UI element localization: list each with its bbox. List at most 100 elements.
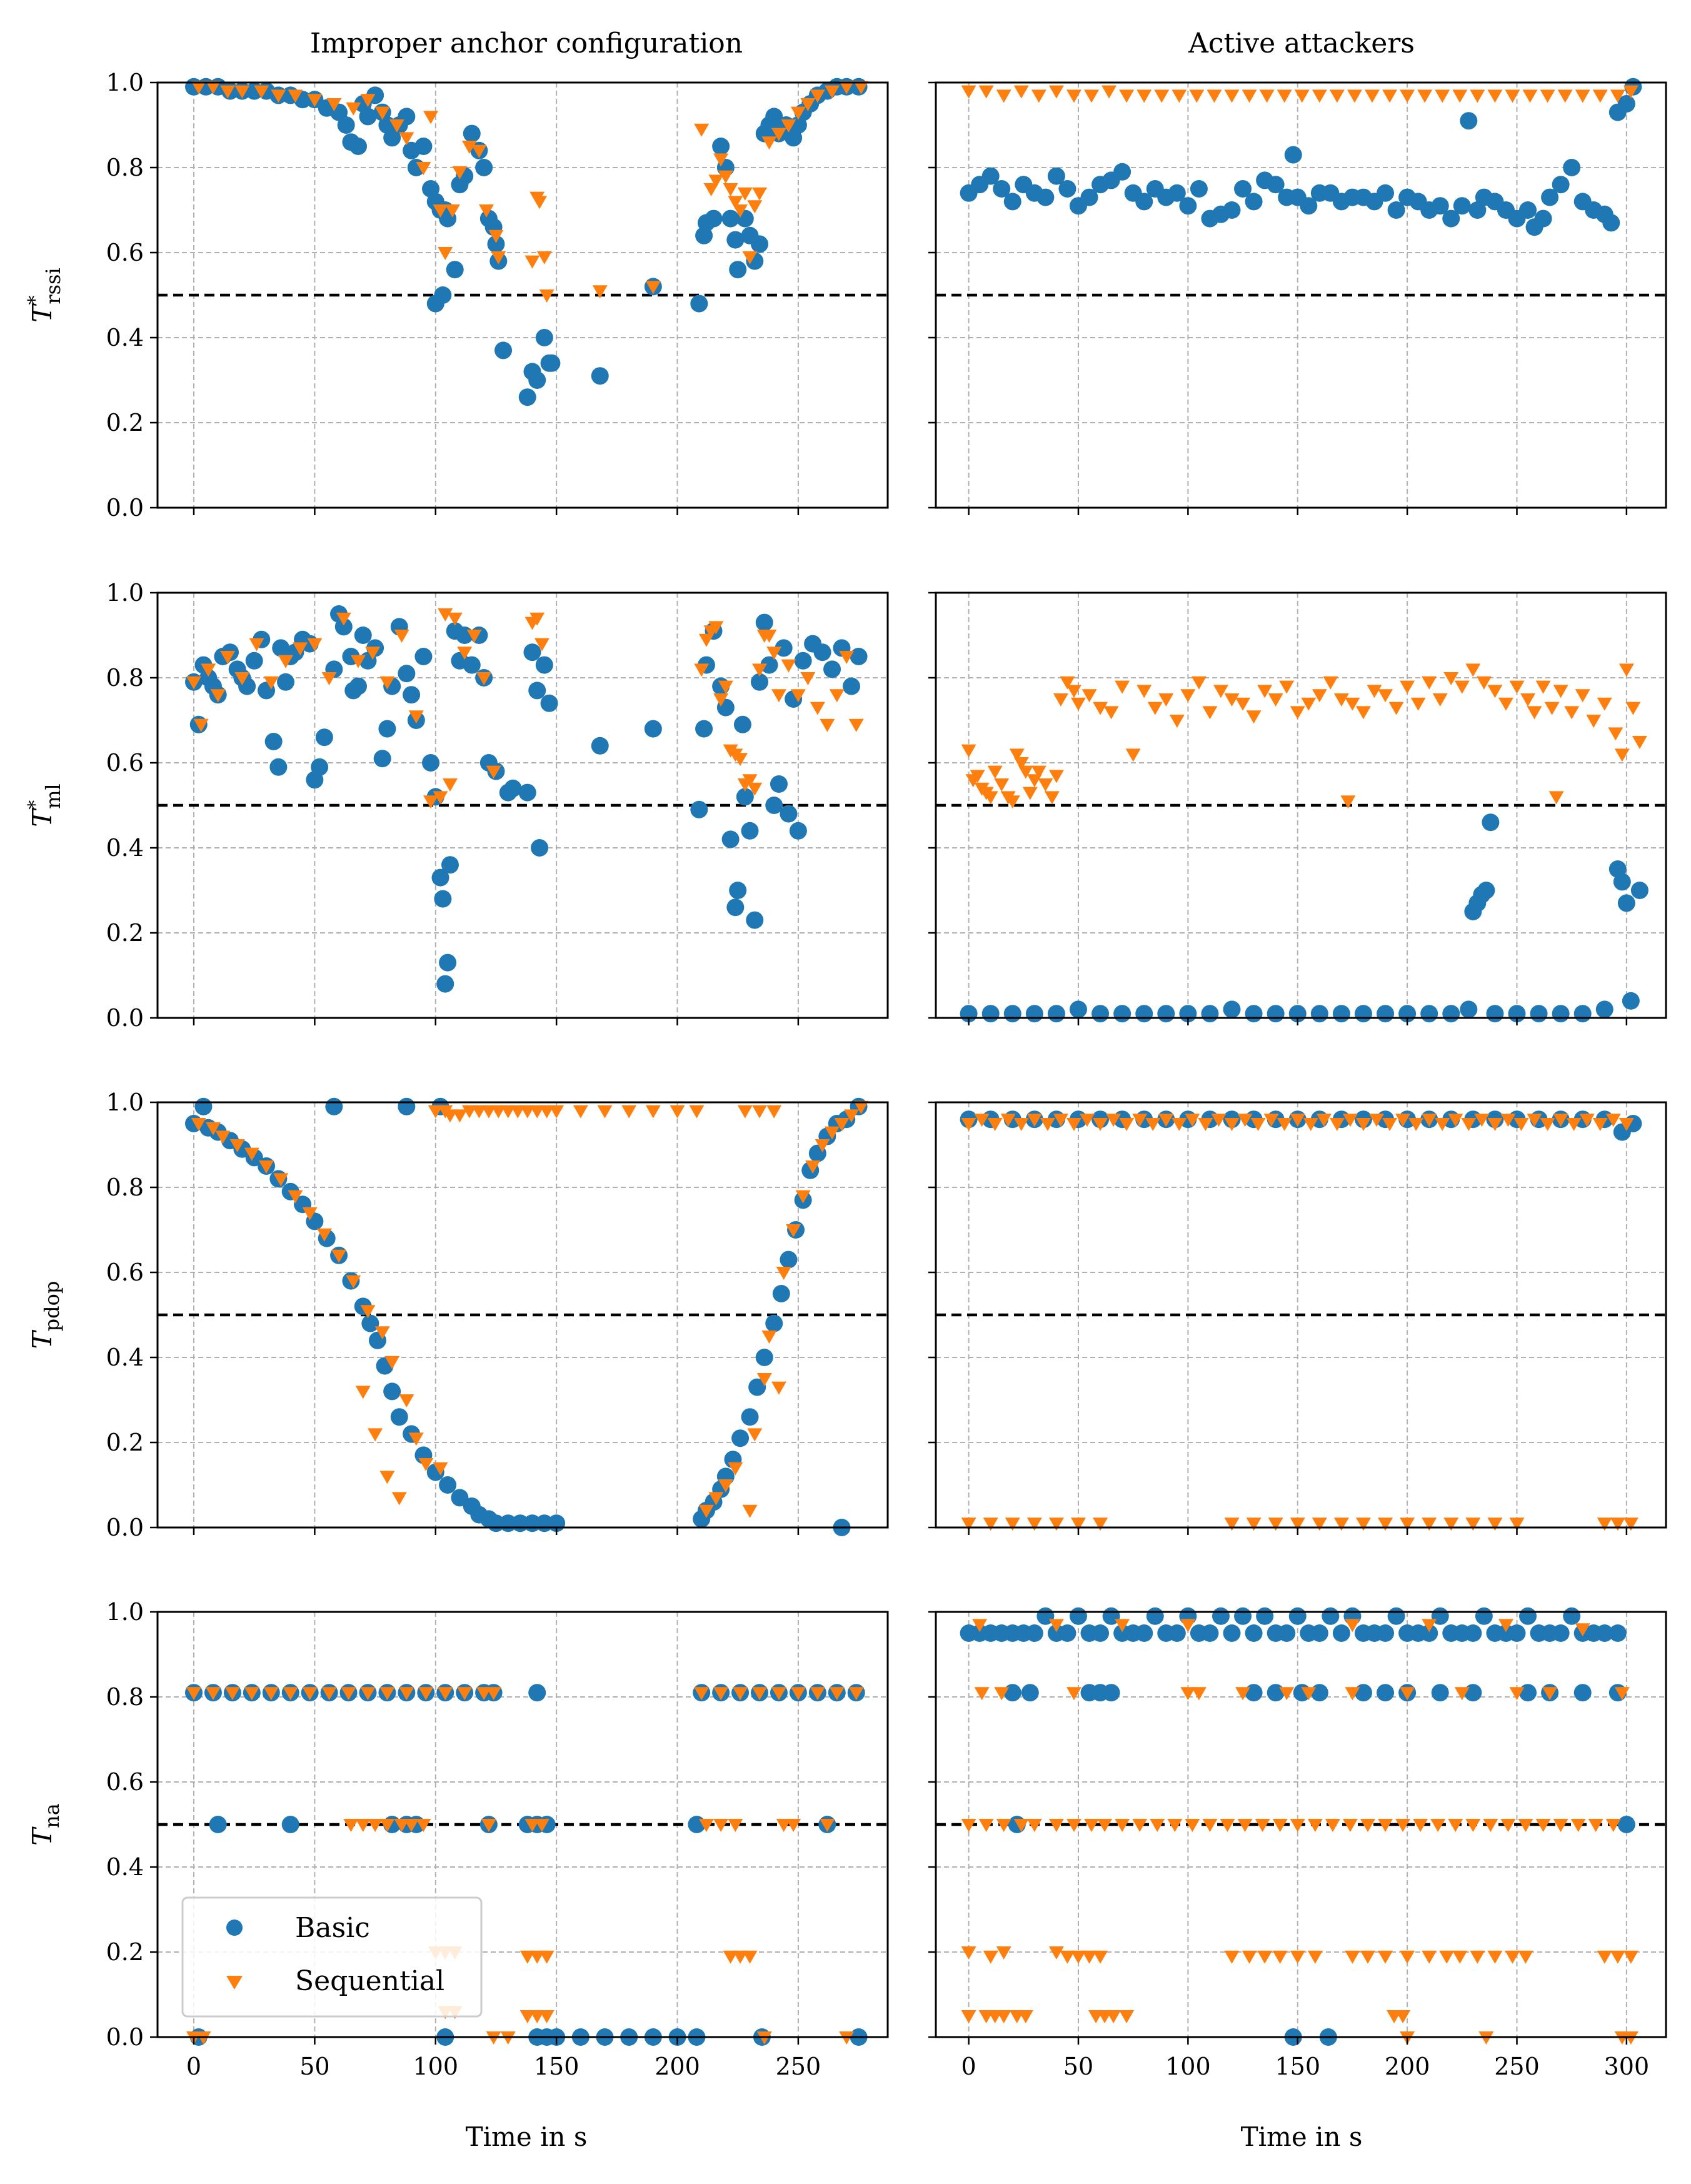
basic-point: [528, 682, 546, 700]
basic-point: [1267, 1684, 1285, 1702]
basic-point: [1460, 1000, 1478, 1019]
sequential-point: [1364, 89, 1380, 103]
sequential-point: [1443, 1517, 1459, 1531]
sequential-point: [1520, 693, 1536, 707]
sequential-point: [1557, 89, 1573, 103]
sequential-point: [428, 1105, 443, 1119]
basic-point: [644, 720, 662, 738]
sequential-point: [1211, 1114, 1227, 1127]
sequential-point: [1597, 1950, 1612, 1964]
sequential-point: [800, 98, 816, 111]
basic-point: [741, 1408, 759, 1426]
basic-point: [1113, 1005, 1132, 1023]
sequential-point: [1048, 1517, 1064, 1531]
sequential-point: [283, 1687, 298, 1701]
sequential-point: [713, 693, 729, 707]
basic-point: [441, 856, 459, 874]
sequential-point: [399, 1394, 414, 1407]
sequential-point: [1013, 1118, 1029, 1131]
sequential-point: [1257, 1950, 1273, 1964]
sequential-point: [418, 1458, 434, 1471]
sequential-point: [1070, 697, 1086, 711]
sequential-point: [423, 111, 439, 124]
basic-point: [741, 822, 759, 840]
sequential-point: [1224, 1517, 1240, 1531]
sequential-point: [694, 123, 710, 137]
sequential-point: [1564, 706, 1580, 720]
basic-point: [1622, 992, 1640, 1010]
sequential-point: [220, 85, 236, 99]
sequential-point: [800, 672, 816, 685]
basic-point: [1113, 163, 1132, 181]
sequential-point: [273, 1173, 289, 1187]
sequential-point: [1048, 85, 1064, 99]
sequential-point: [1070, 1950, 1086, 1964]
x-tick-label: 150: [1275, 2053, 1320, 2080]
sequential-point: [1417, 89, 1433, 103]
basic-point: [721, 830, 740, 848]
y-axis-label-sub: pdop: [40, 1281, 64, 1332]
sequential-point: [1294, 89, 1310, 103]
sequential-point: [416, 162, 431, 175]
data-points: [185, 605, 868, 993]
sequential-point: [1093, 1517, 1108, 1531]
sequential-point: [1189, 89, 1205, 103]
sequential-point: [1465, 663, 1481, 677]
sequential-point: [1172, 89, 1187, 103]
basic-point: [736, 788, 754, 806]
sequential-point: [694, 1687, 710, 1701]
sequential-point: [718, 680, 733, 694]
sequential-point: [1202, 706, 1218, 720]
sequential-point: [444, 204, 460, 218]
sequential-point: [1093, 702, 1108, 715]
legend-frame: [181, 1896, 483, 2018]
x-tick-label: 50: [299, 2053, 329, 2080]
sequential-point: [1005, 1517, 1020, 1531]
sequential-point: [1250, 1118, 1266, 1131]
sequential-point: [1597, 1517, 1612, 1531]
sequential-point: [1246, 710, 1262, 724]
basic-point: [1310, 1684, 1328, 1702]
sequential-point: [1066, 685, 1081, 698]
sequential-point: [1081, 1950, 1097, 1964]
basic-point: [523, 643, 541, 662]
sequential-point: [742, 1950, 758, 1964]
sequential-point: [839, 651, 855, 664]
sequential-point: [1400, 89, 1415, 103]
sequential-point: [1623, 85, 1638, 99]
basic-point: [422, 754, 440, 772]
basic-point: [1021, 1684, 1039, 1702]
sequential-point: [1382, 89, 1398, 103]
basic-point: [245, 652, 263, 670]
sequential-point: [1060, 1950, 1075, 1964]
sequential-point: [1623, 1517, 1638, 1531]
sequential-point: [1548, 791, 1564, 805]
sequential-point: [355, 1386, 371, 1399]
sequential-point: [271, 89, 286, 103]
sequential-point: [433, 791, 448, 805]
sequential-point: [534, 1819, 549, 1832]
sequential-point: [1070, 1517, 1086, 1531]
sequential-point: [848, 718, 864, 732]
sequential-point: [742, 251, 758, 264]
basic-point: [1354, 1684, 1372, 1702]
sequential-point: [1570, 1819, 1586, 1832]
basic-point: [1475, 1607, 1493, 1625]
basic-point: [1420, 1624, 1438, 1642]
basic-point: [1003, 1005, 1021, 1023]
sequential-point: [191, 81, 206, 94]
sequential-point: [1066, 1118, 1081, 1131]
sequential-point: [1345, 1619, 1360, 1633]
sequential-point: [1345, 1687, 1360, 1701]
sequential-point: [471, 144, 487, 158]
sequential-point: [278, 655, 293, 668]
basic-point: [540, 694, 558, 712]
sequential-point: [723, 1950, 738, 1964]
sequential-point: [205, 1122, 221, 1135]
sequential-point: [549, 1105, 565, 1119]
sequential-point: [1535, 1819, 1551, 1832]
sequential-point: [1053, 693, 1068, 707]
sequential-point: [1172, 1118, 1187, 1131]
basic-point: [1387, 201, 1405, 219]
basic-point: [446, 261, 464, 279]
